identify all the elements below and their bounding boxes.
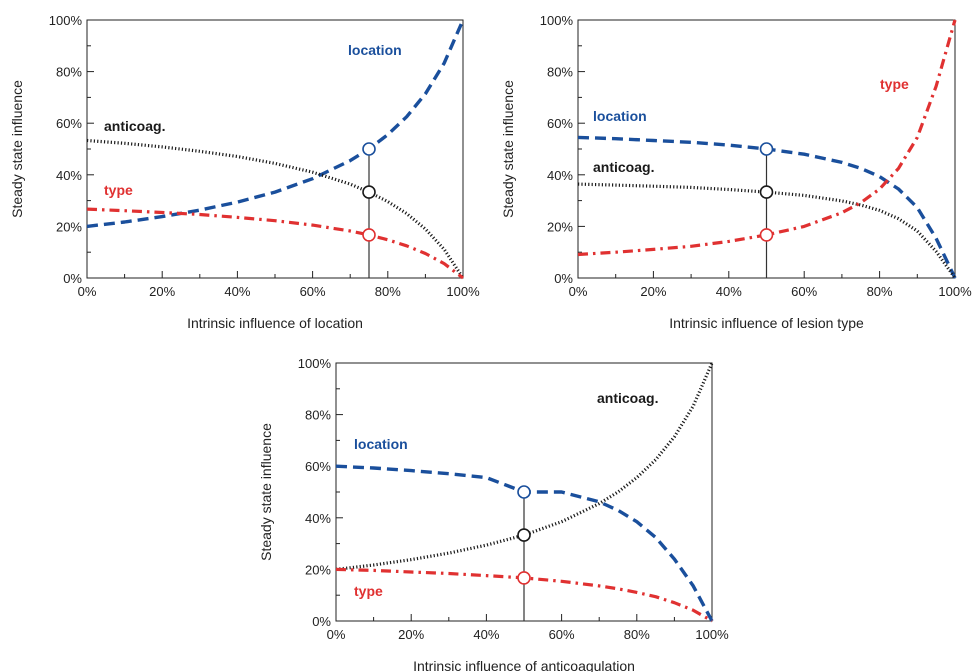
y-tick-label: 40% [305,511,331,526]
marker-point-type [517,571,531,585]
series-label-anticoag: anticoag. [593,159,654,175]
x-tick-label: 100% [938,284,972,299]
marker-point-anticoag [362,185,376,199]
marker-point-anticoag [517,528,531,542]
marker-point-type [362,228,376,242]
x-tick-label: 0% [78,284,97,299]
series-line-anticoag [577,182,957,279]
series-line-type [577,19,957,257]
marker-point-location [759,142,774,156]
y-tick-label: 60% [305,459,331,474]
y-axis-label: Steady state influence [500,80,516,218]
x-tick-label: 80% [867,284,893,299]
y-tick-label: 0% [554,271,573,286]
y-tick-label: 80% [305,408,331,423]
y-axis-label: Steady state influence [9,80,25,218]
x-tick-label: 60% [300,284,326,299]
y-tick-label: 60% [56,116,82,131]
chart-2: 0% 20% 40% 60% 80% 100% 0% 20% 40% 60% 80% 100% Intr… [500,13,972,331]
x-tick-label: 20% [149,284,175,299]
series-label-location: location [348,42,402,58]
y-tick-label: 20% [305,562,331,577]
x-tick-label: 40% [716,284,742,299]
series-label-type: type [104,182,133,198]
y-axis-label: Steady state influence [258,423,274,561]
series-label-anticoag: anticoag. [104,118,165,134]
y-tick-label: 20% [56,219,82,234]
series-line-type [86,207,464,280]
marker-point-location [517,485,531,499]
x-tick-label: 100% [446,284,480,299]
x-tick-label: 20% [640,284,666,299]
series-line-location [335,464,714,622]
y-tick-label: 100% [298,356,332,371]
x-axis-label: Intrinsic influence of anticoagulation [413,658,635,672]
series-label-type: type [354,583,383,599]
series-line-anticoag [86,138,465,279]
y-tick-label: 60% [547,116,573,131]
y-tick-label: 0% [63,271,82,286]
y-tick-label: 40% [547,168,573,183]
series-label-type: type [880,76,909,92]
x-tick-label: 0% [569,284,588,299]
x-axis-label: Intrinsic influence of lesion type [669,315,864,331]
x-tick-label: 40% [224,284,250,299]
x-axis-label: Intrinsic influence of location [187,315,363,331]
marker-point-location [362,142,376,156]
marker-point-type [759,228,774,242]
series-line-anticoag [335,362,714,571]
series-line-location [577,135,957,279]
x-tick-label: 0% [327,627,346,642]
x-tick-label: 80% [624,627,650,642]
y-tick-label: 100% [540,13,574,28]
y-tick-label: 80% [547,65,573,80]
chart-3: 0% 20% 40% 60% 80% 100% 0% 20% 40% 60% 80% 100% Intr… [258,356,729,672]
series-label-location: location [593,108,647,124]
chart-1: 0% 20% 40% 60% 80% 100% 0% 20% 40% 60% 80% 100% Intr… [9,13,480,331]
x-tick-label: 80% [375,284,401,299]
x-tick-label: 100% [695,627,729,642]
x-tick-label: 20% [398,627,424,642]
y-tick-label: 40% [56,168,82,183]
series-label-anticoag: anticoag. [597,390,658,406]
y-tick-label: 100% [49,13,83,28]
x-tick-label: 60% [549,627,575,642]
x-tick-label: 40% [473,627,499,642]
y-tick-label: 20% [547,219,573,234]
plot-frame [86,19,464,279]
series-label-location: location [354,436,408,452]
y-tick-label: 0% [312,614,331,629]
y-tick-label: 80% [56,65,82,80]
marker-point-anticoag [759,185,774,199]
x-tick-label: 60% [791,284,817,299]
series-line-type [335,567,713,623]
